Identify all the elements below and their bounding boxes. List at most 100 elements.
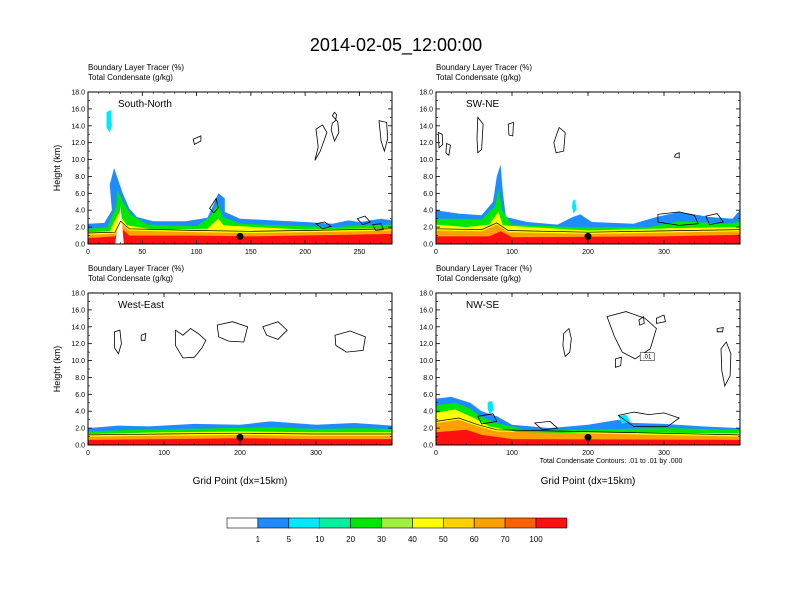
- legend-label: 40: [408, 535, 417, 544]
- plot-area: [436, 92, 740, 244]
- xtick-label: 0: [434, 249, 438, 256]
- xtick-label: 200: [234, 450, 246, 457]
- ytick-label: 8.0: [423, 375, 433, 382]
- ytick-label: 18.0: [419, 291, 433, 298]
- ytick-label: 2.0: [75, 426, 85, 433]
- location-marker: [236, 433, 244, 441]
- condensate-contour: [476, 116, 484, 154]
- legend-label: 10: [315, 535, 324, 544]
- location-marker: [584, 433, 592, 441]
- tracer-fill-1: [436, 164, 740, 244]
- condensate-contour: [533, 420, 559, 431]
- panel-name: West-East: [118, 300, 164, 311]
- condensate-contour-low: [436, 222, 740, 233]
- ytick-label: 12.0: [419, 341, 433, 348]
- xtick-label: 100: [158, 450, 170, 457]
- condensate-contour: [638, 315, 645, 326]
- condensate-contour: [209, 197, 219, 214]
- xtick-label: 100: [506, 450, 518, 457]
- condensate-contour: [334, 330, 366, 353]
- ytick-label: 4.0: [423, 409, 433, 416]
- ytick-label: 10.0: [419, 358, 433, 365]
- panel-subtitle-tracer: Boundary Layer Tracer (%): [436, 264, 532, 273]
- condensate-contour: [477, 413, 498, 425]
- ytick-label: 14.0: [71, 123, 85, 130]
- ytick-label: 0.0: [75, 242, 85, 249]
- panels: 0.0 2.0 4.0 6.0 8.0 10.0 12.0 14.0 16.0 18.0 0 50 10…: [52, 63, 741, 487]
- ytick-label: 6.0: [423, 191, 433, 198]
- y-axis-label: Height (km): [52, 145, 62, 192]
- ytick-label: 8.0: [75, 375, 85, 382]
- condensate-contour: [445, 142, 451, 157]
- condensate-contour: [705, 213, 724, 226]
- condensate-contour: [716, 327, 724, 333]
- xtick-label: 200: [582, 249, 594, 256]
- condensate-contour: [657, 211, 699, 226]
- panel-sw-ne: 0.0 2.0 4.0 6.0 8.0 10.0 12.0 14.0 16.0 18.0 0 100 2…: [419, 63, 741, 256]
- plot-area: .01: [436, 293, 740, 445]
- tracer-fill-5: [572, 199, 577, 214]
- legend-swatch: [288, 517, 320, 529]
- xtick-label: 150: [245, 249, 257, 256]
- legend-swatch: [442, 517, 475, 529]
- legend-swatch: [412, 517, 444, 529]
- ytick-label: 2.0: [423, 225, 433, 232]
- ytick-label: 10.0: [71, 358, 85, 365]
- legend-swatch: [473, 517, 506, 529]
- location-marker: [236, 232, 244, 240]
- condensate-contour: [378, 120, 389, 153]
- panel-west-east: 0.0 2.0 4.0 6.0 8.0 10.0 12.0 14.0 16.0 18.0 0 100 2…: [52, 264, 393, 487]
- panel-subtitle-condensate: Total Condensate (g/kg): [436, 274, 521, 283]
- condensate-contour: [553, 126, 566, 154]
- xtick-label: 0: [86, 450, 90, 457]
- panel-subtitle-tracer: Boundary Layer Tracer (%): [88, 264, 184, 273]
- location-marker: [584, 232, 592, 240]
- ytick-label: 14.0: [419, 324, 433, 331]
- ytick-label: 12.0: [419, 140, 433, 147]
- ytick-label: 16.0: [419, 106, 433, 113]
- ytick-label: 18.0: [71, 90, 85, 97]
- plot-area: [88, 293, 392, 445]
- condensate-contour: [314, 124, 328, 161]
- ytick-label: 12.0: [71, 341, 85, 348]
- ytick-label: 6.0: [75, 392, 85, 399]
- panel-subtitle-condensate: Total Condensate (g/kg): [88, 274, 173, 283]
- condensate-contour-low: [436, 417, 740, 436]
- legend-swatch: [535, 517, 568, 529]
- tracer-fill-5: [106, 109, 112, 133]
- ytick-label: 4.0: [423, 208, 433, 215]
- x-axis-label: Grid Point (dx=15km): [541, 476, 636, 487]
- condensate-contour: [192, 135, 202, 145]
- legend-label: 100: [529, 535, 543, 544]
- condensate-contour: [606, 311, 657, 360]
- figure-title: 2014-02-05_12:00:00: [310, 35, 482, 56]
- xtick-label: 0: [434, 450, 438, 457]
- ytick-label: 14.0: [71, 324, 85, 331]
- ytick-label: 6.0: [423, 392, 433, 399]
- ytick-label: 10.0: [419, 157, 433, 164]
- tracer-fill-60: [436, 419, 740, 445]
- condensate-contour: [114, 329, 122, 355]
- condensate-contour: [617, 411, 681, 427]
- legend-swatch: [319, 517, 351, 529]
- xtick-label: 100: [191, 249, 203, 256]
- xtick-label: 200: [299, 249, 311, 256]
- legend-swatch: [257, 517, 290, 529]
- ytick-label: 4.0: [75, 409, 85, 416]
- ytick-label: 16.0: [71, 307, 85, 314]
- ytick-label: 10.0: [71, 157, 85, 164]
- panel-south-north: 0.0 2.0 4.0 6.0 8.0 10.0 12.0 14.0 16.0 18.0 0 50 10…: [52, 63, 393, 256]
- y-axis-label: Height (km): [52, 346, 62, 393]
- contour-footnote: Total Condensate Contours: .01 to .01 by…: [540, 458, 683, 465]
- ytick-label: 2.0: [75, 225, 85, 232]
- ytick-label: 8.0: [75, 174, 85, 181]
- panel-nw-se: .01 0.0 2.0 4.0 6.0 8.0 10.0 12.0 14.0 16.0 18.0 0 1…: [419, 264, 741, 487]
- ytick-label: 14.0: [419, 123, 433, 130]
- condensate-contour: [174, 327, 207, 359]
- ytick-label: 0.0: [423, 443, 433, 450]
- legend-swatch: [350, 517, 382, 529]
- panel-subtitle-tracer: Boundary Layer Tracer (%): [88, 63, 184, 72]
- xtick-label: 300: [658, 450, 670, 457]
- ytick-label: 12.0: [71, 140, 85, 147]
